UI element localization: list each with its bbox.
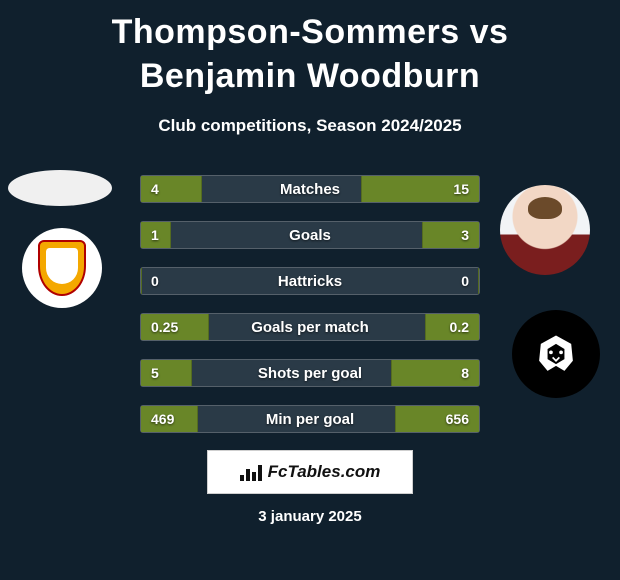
stat-label: Goals per match [251, 319, 369, 336]
bars-icon [240, 463, 262, 481]
stat-fill-left [141, 360, 192, 386]
stat-row: 1 3 Goals [140, 221, 480, 249]
player-right-club-badge [512, 310, 600, 398]
stat-value-right: 15 [453, 181, 469, 197]
comparison-infographic: Thompson-Sommers vs Benjamin Woodburn Cl… [0, 0, 620, 580]
stat-value-left: 1 [151, 227, 159, 243]
stat-fill-right [478, 268, 479, 294]
stat-value-right: 0.2 [450, 319, 469, 335]
player-left-avatar [8, 170, 112, 206]
player-left-club-badge [22, 228, 102, 308]
stat-label: Shots per goal [258, 365, 362, 382]
stat-label: Goals [289, 227, 331, 244]
club-badge-shield-icon [38, 240, 86, 296]
stat-value-left: 469 [151, 411, 174, 427]
stat-value-right: 656 [446, 411, 469, 427]
stat-value-left: 5 [151, 365, 159, 381]
lion-head-icon [529, 327, 583, 381]
stat-value-right: 3 [461, 227, 469, 243]
stat-value-right: 0 [461, 273, 469, 289]
branding-label: FcTables.com [268, 462, 381, 482]
stat-row: 0.25 0.2 Goals per match [140, 313, 480, 341]
stat-value-left: 0 [151, 273, 159, 289]
subtitle: Club competitions, Season 2024/2025 [0, 116, 620, 136]
stat-fill-left [141, 268, 142, 294]
stat-fill-right [422, 222, 479, 248]
stat-value-left: 4 [151, 181, 159, 197]
player-right-avatar [500, 185, 590, 275]
page-title: Thompson-Sommers vs Benjamin Woodburn [0, 0, 620, 98]
stat-value-right: 8 [461, 365, 469, 381]
stat-row: 5 8 Shots per goal [140, 359, 480, 387]
date-label: 3 january 2025 [0, 508, 620, 525]
stat-row: 469 656 Min per goal [140, 405, 480, 433]
stat-value-left: 0.25 [151, 319, 178, 335]
stat-label: Matches [280, 181, 340, 198]
stat-row: 0 0 Hattricks [140, 267, 480, 295]
stat-label: Min per goal [266, 411, 354, 428]
stat-row: 4 15 Matches [140, 175, 480, 203]
stat-label: Hattricks [278, 273, 342, 290]
stat-bars: 4 15 Matches 1 3 Goals 0 0 Hattricks 0.25 0.2 Goals… [140, 175, 480, 451]
branding-badge: FcTables.com [207, 450, 413, 494]
